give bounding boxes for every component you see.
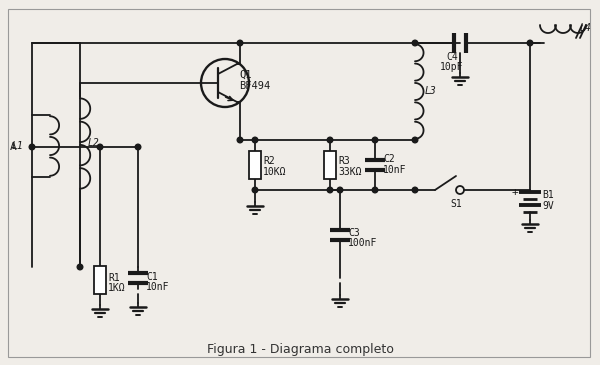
Text: 10nF: 10nF: [146, 282, 170, 292]
Circle shape: [237, 40, 243, 46]
Text: S1: S1: [450, 199, 462, 209]
Bar: [249, 151, 261, 179]
Text: B1: B1: [542, 190, 554, 200]
Text: 33KΩ: 33KΩ: [338, 167, 361, 177]
Bar: [324, 151, 336, 179]
Circle shape: [372, 137, 378, 143]
Text: 10pF: 10pF: [440, 62, 464, 72]
Circle shape: [252, 137, 258, 143]
Text: 100nF: 100nF: [348, 238, 377, 249]
Circle shape: [327, 137, 333, 143]
Text: C3: C3: [348, 227, 360, 238]
Text: C1: C1: [146, 272, 158, 282]
Text: R3: R3: [338, 156, 350, 166]
Text: Figura 1 - Diagrama completo: Figura 1 - Diagrama completo: [206, 342, 394, 356]
Text: L2: L2: [88, 138, 100, 149]
Circle shape: [29, 144, 35, 150]
Circle shape: [252, 187, 258, 193]
Text: C4: C4: [446, 52, 458, 62]
Circle shape: [97, 144, 103, 150]
Circle shape: [412, 137, 418, 143]
Text: L4: L4: [580, 23, 592, 33]
Text: R2: R2: [263, 156, 275, 166]
Circle shape: [77, 264, 83, 270]
Text: BF494: BF494: [239, 81, 270, 91]
Circle shape: [327, 187, 333, 193]
Circle shape: [412, 187, 418, 193]
Text: 10KΩ: 10KΩ: [263, 167, 287, 177]
Circle shape: [527, 40, 533, 46]
Text: +: +: [512, 187, 519, 197]
Text: 1KΩ: 1KΩ: [108, 283, 125, 293]
Circle shape: [237, 137, 243, 143]
Text: L3: L3: [425, 87, 437, 96]
Bar: [94, 266, 106, 294]
Text: L1: L1: [12, 141, 24, 151]
Text: R1: R1: [108, 273, 120, 283]
Text: A: A: [10, 142, 17, 152]
Text: Q1: Q1: [239, 70, 251, 80]
Circle shape: [135, 144, 141, 150]
Text: C2: C2: [383, 154, 395, 164]
Text: 10nF: 10nF: [383, 165, 407, 175]
Text: 9V: 9V: [542, 201, 554, 211]
Circle shape: [337, 187, 343, 193]
Circle shape: [372, 187, 378, 193]
Circle shape: [412, 40, 418, 46]
